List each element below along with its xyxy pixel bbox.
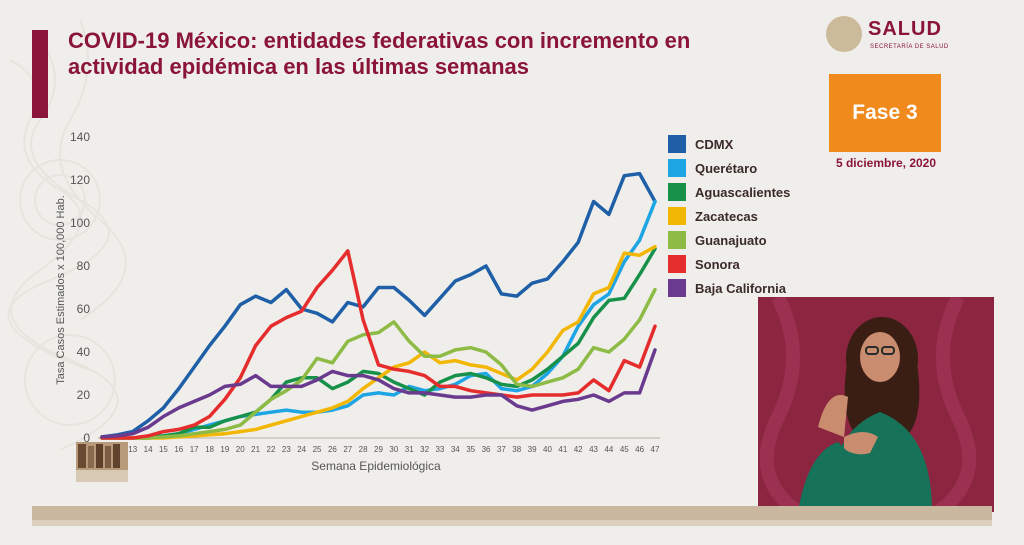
- series-line-baja-california: [100, 348, 657, 439]
- event-photo-thumbnail: [76, 434, 128, 484]
- legend-swatch: [668, 207, 686, 225]
- x-tick-label: 30: [389, 445, 398, 454]
- x-tick-label: 45: [620, 445, 629, 454]
- series-line-quer-taro: [100, 199, 657, 440]
- x-tick-label: 26: [328, 445, 337, 454]
- legend-item: Querétaro: [668, 156, 828, 180]
- legend-label: Zacatecas: [695, 208, 758, 224]
- legend-item: Zacatecas: [668, 204, 828, 228]
- series-line-cdmx: [100, 171, 657, 439]
- phase-date: 5 diciembre, 2020: [835, 156, 937, 170]
- x-tick-label: 20: [236, 445, 245, 454]
- title-accent-bar: [32, 30, 48, 118]
- y-axis-label: Tasa Casos Estimados x 100,000 Hab.: [55, 195, 67, 385]
- x-tick-label: 17: [190, 445, 199, 454]
- x-tick-label: 24: [297, 445, 306, 454]
- legend-item: Baja California: [668, 276, 828, 300]
- x-tick-label: 13: [128, 445, 137, 454]
- x-axis-ticks: 1112131415161718192021222324252627282930…: [98, 445, 660, 454]
- legend-swatch: [668, 231, 686, 249]
- legend-label: Guanajuato: [695, 232, 767, 248]
- legend-item: CDMX: [668, 132, 828, 156]
- x-tick-label: 47: [651, 445, 660, 454]
- coat-of-arms-icon: [826, 16, 862, 52]
- legend-swatch: [668, 135, 686, 153]
- legend-label: Querétaro: [695, 160, 758, 176]
- x-tick-label: 43: [589, 445, 598, 454]
- x-tick-label: 21: [251, 445, 260, 454]
- legend-label: Sonora: [695, 256, 740, 272]
- phase-badge: Fase 3: [829, 74, 941, 152]
- x-tick-label: 23: [282, 445, 291, 454]
- legend-item: Sonora: [668, 252, 828, 276]
- x-tick-label: 14: [144, 445, 153, 454]
- series-lines: [100, 171, 657, 440]
- series-line-guanajuato: [100, 287, 657, 440]
- y-tick-label: 80: [77, 259, 91, 273]
- title-line-1: COVID-19 México: entidades federativas c…: [68, 28, 691, 53]
- x-tick-label: 40: [543, 445, 552, 454]
- x-tick-label: 37: [497, 445, 506, 454]
- x-tick-label: 19: [220, 445, 229, 454]
- x-tick-label: 29: [374, 445, 383, 454]
- x-tick-label: 46: [635, 445, 644, 454]
- series-line-aguascalientes: [100, 247, 657, 440]
- chart-legend: CDMX Querétaro Aguascalientes Zacatecas Guan…: [668, 132, 828, 300]
- legend-item: Guanajuato: [668, 228, 828, 252]
- y-tick-label: 100: [70, 216, 90, 230]
- salud-logo: SALUD SECRETARÍA DE SALUD: [826, 14, 956, 58]
- x-tick-label: 31: [405, 445, 414, 454]
- x-tick-label: 22: [267, 445, 276, 454]
- y-tick-label: 60: [77, 302, 91, 316]
- x-tick-label: 28: [359, 445, 368, 454]
- sign-language-interpreter-video: [758, 297, 994, 512]
- x-tick-label: 38: [512, 445, 521, 454]
- x-tick-label: 44: [604, 445, 613, 454]
- x-tick-label: 41: [558, 445, 567, 454]
- x-tick-label: 35: [466, 445, 475, 454]
- x-tick-label: 36: [482, 445, 491, 454]
- x-tick-label: 27: [343, 445, 352, 454]
- x-tick-label: 15: [159, 445, 168, 454]
- legend-label: Aguascalientes: [695, 184, 791, 200]
- slide-title: COVID-19 México: entidades federativas c…: [68, 28, 768, 80]
- y-tick-label: 120: [70, 173, 90, 187]
- y-tick-label: 0: [83, 431, 90, 445]
- x-tick-label: 25: [313, 445, 322, 454]
- phase-label: Fase 3: [852, 101, 918, 124]
- series-line-sonora: [100, 249, 657, 440]
- legend-label: Baja California: [695, 280, 787, 296]
- x-axis-label: Semana Epidemiológica: [311, 459, 441, 473]
- logo-name: SALUD: [868, 18, 942, 40]
- x-tick-label: 34: [451, 445, 460, 454]
- legend-swatch: [668, 183, 686, 201]
- legend-item: Aguascalientes: [668, 180, 828, 204]
- x-tick-label: 32: [420, 445, 429, 454]
- y-axis-ticks: 0 20 40 60 80 100 120 140: [70, 130, 90, 445]
- legend-label: CDMX: [695, 136, 734, 152]
- x-tick-label: 18: [205, 445, 214, 454]
- y-tick-label: 40: [77, 345, 91, 359]
- footer-bar-secondary: [32, 520, 992, 526]
- series-line-zacatecas: [100, 244, 657, 440]
- x-tick-label: 16: [174, 445, 183, 454]
- legend-swatch: [668, 159, 686, 177]
- x-tick-label: 39: [528, 445, 537, 454]
- footer-bar: [32, 506, 992, 520]
- logo-subtitle: SECRETARÍA DE SALUD: [870, 44, 949, 50]
- x-tick-label: 42: [574, 445, 583, 454]
- legend-swatch: [668, 279, 686, 297]
- y-tick-label: 140: [70, 130, 90, 144]
- x-tick-label: 33: [435, 445, 444, 454]
- title-line-2: actividad epidémica en las últimas seman…: [68, 54, 529, 79]
- legend-swatch: [668, 255, 686, 273]
- y-tick-label: 20: [77, 388, 91, 402]
